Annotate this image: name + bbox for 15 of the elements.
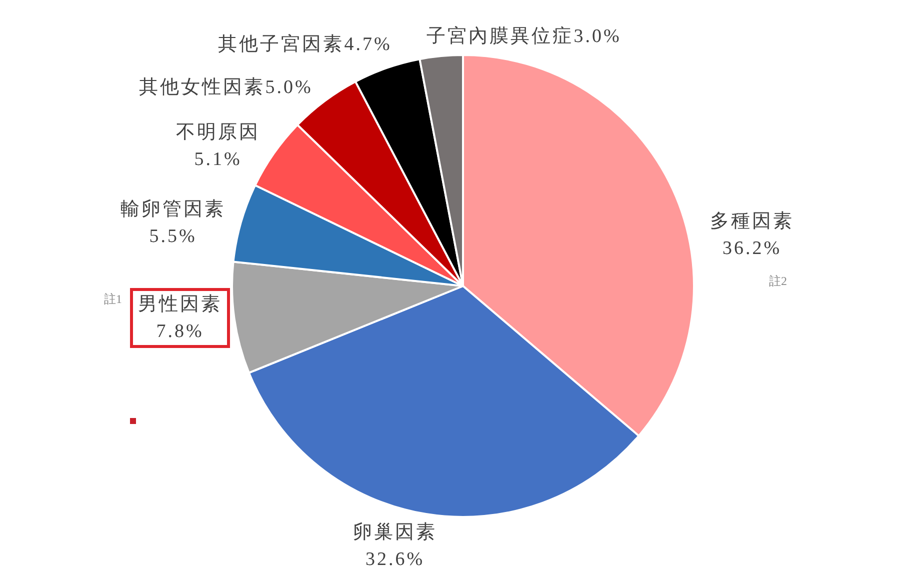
data-label: 32.6% — [365, 548, 425, 570]
slice-label: 男性因素 — [138, 294, 222, 315]
slice-label: 不明原因 — [176, 122, 260, 143]
data-label: 7.8% — [156, 320, 204, 342]
slice-label: 其他女性因素5.0% — [139, 76, 313, 98]
slice-label: 多種因素 — [710, 210, 794, 232]
slice-label: 卵巢因素 — [353, 522, 437, 543]
data-label: 5.1% — [194, 148, 242, 170]
data-label: 5.5% — [149, 226, 197, 247]
slice-label: 其他子宮因素4.7% — [218, 32, 392, 55]
slice-label: 子宮內膜異位症3.0% — [426, 24, 622, 47]
slice-label: 輸卵管因素 — [120, 198, 226, 220]
text: 註1 — [104, 292, 122, 306]
data-label: 36.2% — [722, 238, 782, 259]
text: 註2 — [769, 274, 787, 288]
